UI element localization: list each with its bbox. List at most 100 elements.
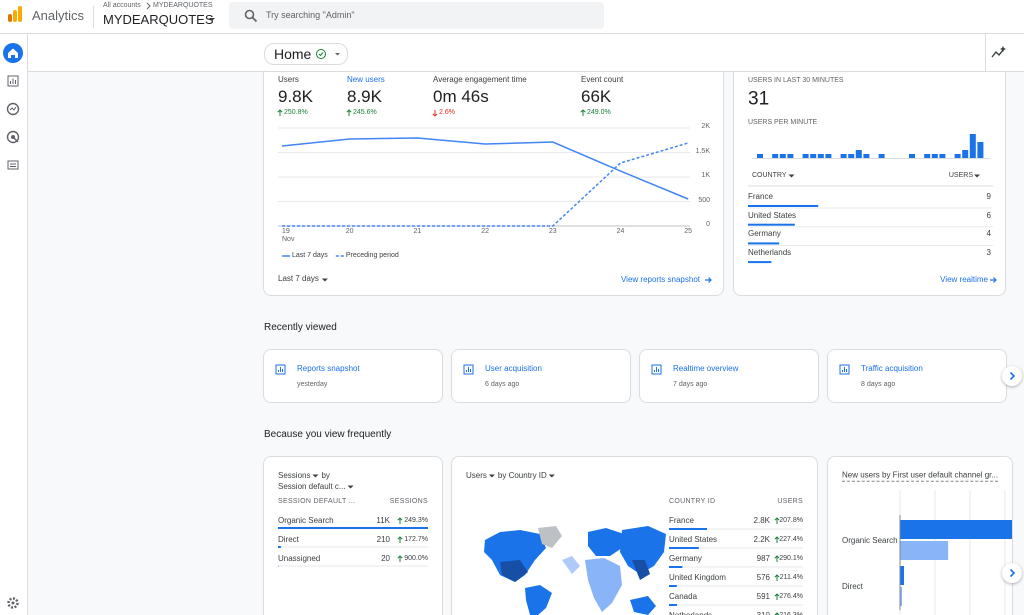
card-subtitle: USERS PER MINUTE [748,118,818,126]
metric-change: 245.6% [353,108,377,116]
link[interactable]: View realtime [940,275,988,285]
recent-title[interactable]: Reports snapshot [297,364,360,374]
category-label: Direct [842,582,863,592]
search-placeholder: Try searching "Admin" [266,10,355,20]
row-value: 210 [376,535,390,545]
row-value: 9 [986,192,991,202]
recent-title[interactable]: User acquisition [485,364,542,374]
advertising-icon[interactable] [6,130,20,144]
row-label: Netherlands [669,611,712,615]
sessions-card [263,456,443,615]
breadcrumb[interactable]: All accounts [103,2,141,9]
card-title[interactable]: New users by First user default channel … [842,470,999,482]
row-label: Unassigned [278,554,321,564]
divider [93,6,94,28]
section-title: Because you view frequently [264,429,392,440]
row-label: Organic Search [278,516,334,526]
chevron [146,2,151,10]
y-tick-label: 1K [701,171,710,179]
recent-title[interactable]: Traffic acquisition [861,364,923,374]
dimension-selector[interactable]: by Country ID [497,471,547,481]
row-value: 987 [756,554,770,564]
next-button[interactable] [1002,563,1022,583]
column-header: COUNTRY ID [669,497,716,505]
row-label: France [748,192,773,202]
row-label: France [669,516,694,526]
row-value: 4 [986,229,991,239]
metric-label[interactable]: Users [278,75,299,85]
metric-change: 249.0% [587,108,611,116]
recent-time: 7 days ago [673,380,708,388]
recent-card[interactable] [827,349,1007,403]
insights-icon[interactable] [991,45,1007,61]
explore-icon[interactable] [6,102,20,116]
metric-value: 8.9K [347,86,382,106]
row-value: 2.2K [753,535,770,545]
recent-card[interactable] [263,349,443,403]
row-label: Direct [278,535,299,545]
metric-value: 66K [581,86,612,106]
row-change: 211.4% [779,573,803,581]
search-box[interactable]: Try searching "Admin" [229,2,604,29]
x-tick-label: 24 [616,227,625,235]
metric-value: 9.8K [278,86,313,106]
recent-title[interactable]: Realtime overview [673,364,739,374]
x-tick-label: Nov [282,235,295,243]
product-name: Analytics [32,8,85,23]
title-pill[interactable]: Home [264,43,348,65]
recent-card[interactable] [639,349,819,403]
row-label: Netherlands [748,248,792,258]
reports-icon[interactable] [7,75,19,87]
link[interactable]: View reports snapshot [620,275,700,285]
row-value: 6 [986,210,991,220]
column-header[interactable]: USERS [948,171,973,179]
row-value: 310 [757,611,770,615]
x-tick-label: 20 [345,227,354,235]
breadcrumb[interactable]: MYDEARQUOTES [153,2,213,9]
x-tick-label: 21 [413,227,422,235]
row-change: 276.4% [779,592,803,600]
column-header: SESSIONS [389,497,428,505]
y-tick-label: 500 [698,196,710,204]
section-title: Recently viewed [264,322,337,333]
account-name[interactable]: MYDEARQUOTES [103,12,214,27]
row-change: 227.4% [779,535,803,543]
row-label: Germany [669,554,702,564]
next-button[interactable] [1002,366,1022,386]
side-nav [0,34,28,615]
row-value: 576 [756,573,770,583]
metric-selector[interactable]: Sessions [278,471,311,481]
row-label: United Kingdom [669,573,726,583]
row-value: 591 [756,592,770,602]
y-tick-label: 0 [706,220,710,228]
row-label: United States [748,210,797,220]
settings-icon[interactable] [7,597,19,609]
row-change: 249.3% [404,516,428,524]
configure-icon[interactable] [7,160,19,170]
caret [209,18,215,21]
logo [8,6,22,22]
label: by [321,471,330,481]
category-label: Organic Search [842,536,898,546]
metric-label[interactable]: New users [347,75,385,85]
dimension-selector[interactable]: Session default c... [278,482,346,492]
metric-label[interactable]: Event count [581,75,624,85]
recent-time: yesterday [297,380,328,388]
row-change: 900.0% [404,554,428,562]
column-header[interactable]: COUNTRY [752,171,787,179]
row-change: 290.1% [779,554,803,562]
metric-selector[interactable]: Users [466,471,487,481]
column-header: USERS [777,497,803,505]
top-bar: Analytics All accounts MYDEARQUOTES MYDE… [0,0,1024,34]
x-tick-label: 23 [548,227,557,235]
row-value: 3 [986,248,991,258]
metric-label[interactable]: Average engagement time [433,75,527,85]
recent-time: 8 days ago [861,380,896,388]
row-value: 2.8K [753,516,770,526]
row-change: 172.7% [404,535,428,543]
recent-card[interactable] [451,349,631,403]
column-header: SESSION DEFAULT ... [278,497,356,505]
date-range[interactable]: Last 7 days [278,274,319,284]
row-change: 216.3% [779,612,803,615]
